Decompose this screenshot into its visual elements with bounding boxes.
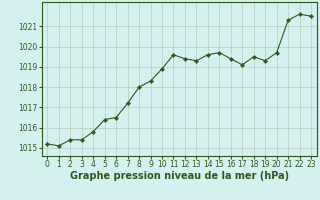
X-axis label: Graphe pression niveau de la mer (hPa): Graphe pression niveau de la mer (hPa) <box>70 171 289 181</box>
